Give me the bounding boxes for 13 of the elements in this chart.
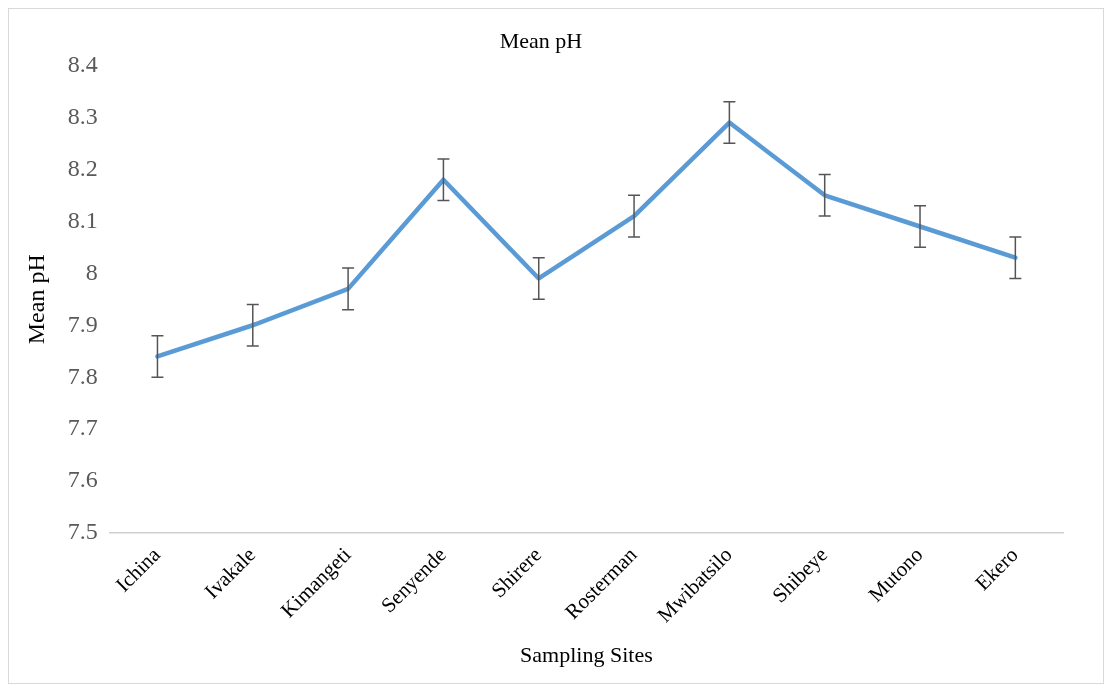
y-tick-label: 8.3	[67, 102, 98, 129]
x-axis-title: Sampling Sites	[520, 641, 653, 667]
y-tick-label: 7.6	[67, 466, 98, 493]
y-tick-label: 8.4	[67, 50, 98, 77]
chart-title: Mean pH	[499, 27, 583, 53]
y-axis-title: Mean pH	[22, 254, 49, 345]
y-tick-label: 8.2	[67, 154, 98, 181]
y-tick-label: 7.7	[67, 414, 98, 441]
y-tick-label: 7.8	[67, 362, 98, 389]
y-tick-label: 8.1	[67, 206, 98, 233]
y-tick-label: 7.9	[67, 310, 98, 337]
y-tick-label: 7.5	[67, 518, 98, 545]
y-tick-label: 8	[85, 258, 98, 285]
